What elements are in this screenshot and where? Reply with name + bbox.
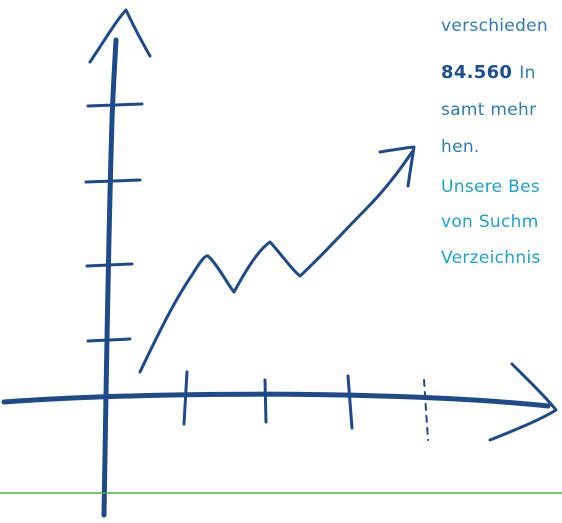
- x-tick: [265, 380, 266, 422]
- y-tick: [88, 104, 142, 106]
- text-block: verschieden 84.560 In samt mehr hen. Unse…: [441, 16, 548, 268]
- vertical-arrowhead: [90, 10, 150, 62]
- y-tick: [87, 264, 132, 266]
- x-tick: [184, 372, 187, 424]
- y-tick: [86, 180, 140, 182]
- trend-line: [140, 152, 412, 372]
- text-line: 84.560 In: [441, 62, 536, 83]
- text-line: Unsere Bes: [441, 177, 540, 197]
- text-line: Verzeichnis: [441, 248, 541, 268]
- page: verschieden 84.560 In samt mehr hen. Unse…: [0, 0, 562, 523]
- text-line: hen.: [441, 137, 480, 157]
- text-fragment: In: [519, 63, 535, 83]
- number: 84.560: [441, 62, 512, 83]
- text-line: samt mehr: [441, 100, 536, 120]
- y-tick: [88, 339, 130, 341]
- vertical-axis: [104, 40, 116, 515]
- text-line: verschieden: [441, 16, 548, 36]
- x-tick: [348, 376, 352, 428]
- screenshot: verschieden 84.560 In samt mehr hen. Unse…: [0, 0, 562, 523]
- text-line: von Suchm: [441, 212, 539, 232]
- x-tick: [424, 380, 428, 440]
- horizontal-axis: [4, 394, 548, 406]
- trend-arrowhead: [380, 147, 414, 186]
